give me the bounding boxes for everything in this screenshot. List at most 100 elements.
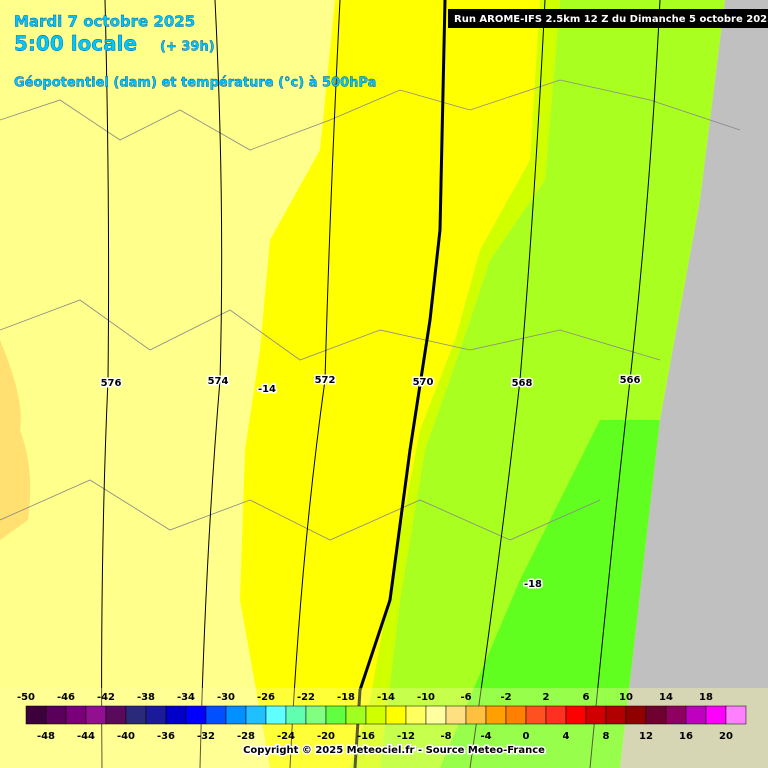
color-swatch bbox=[645, 705, 667, 725]
colorbar-label: -46 bbox=[57, 692, 75, 703]
isohypse bbox=[101, 0, 110, 768]
color-swatch bbox=[345, 705, 367, 725]
color-swatch bbox=[685, 705, 707, 725]
color-swatch bbox=[285, 705, 307, 725]
colorbar-label: -38 bbox=[137, 692, 155, 703]
isotherm bbox=[353, 0, 447, 768]
colorbar-label: -24 bbox=[277, 731, 295, 742]
colorbar-label: -10 bbox=[417, 692, 435, 703]
colorbar-label: 16 bbox=[679, 731, 693, 742]
color-swatch bbox=[465, 705, 487, 725]
colorbar-label: -20 bbox=[317, 731, 335, 742]
colorbar-label: -18 bbox=[337, 692, 355, 703]
contour-label: 570 bbox=[413, 377, 434, 388]
colorbar-label: 10 bbox=[619, 692, 633, 703]
colorbar: -50 -46 -42 -38 -34 -30 -26 -22 -18 -14 -10 -6 -2 2 6 1… bbox=[17, 692, 747, 742]
no-data-zone bbox=[620, 0, 768, 768]
color-swatch bbox=[245, 705, 267, 725]
color-swatch bbox=[105, 705, 127, 725]
color-swatch bbox=[305, 705, 327, 725]
colorbar-label: -44 bbox=[77, 731, 95, 742]
color-swatch bbox=[25, 705, 47, 725]
colorbar-label: 18 bbox=[699, 692, 713, 703]
color-swatch bbox=[165, 705, 187, 725]
color-swatch bbox=[605, 705, 627, 725]
colorbar-label: 12 bbox=[639, 731, 653, 742]
isohypse bbox=[289, 0, 341, 768]
color-swatch bbox=[405, 705, 427, 725]
time: 5:00 locale bbox=[14, 32, 137, 56]
color-swatch bbox=[65, 705, 87, 725]
colorbar-label: -2 bbox=[500, 692, 511, 703]
borders bbox=[0, 79, 741, 541]
colorbar-label: 6 bbox=[583, 692, 590, 703]
colorbar-label: -28 bbox=[237, 731, 255, 742]
colorbar-label: -16 bbox=[357, 731, 375, 742]
colorbar-label: -30 bbox=[217, 692, 235, 703]
bright-green-zone bbox=[440, 420, 660, 768]
colorbar-label: -14 bbox=[377, 692, 395, 703]
temperature-label: -14 bbox=[258, 384, 276, 395]
colorbar-label: -4 bbox=[480, 731, 491, 742]
lead-time: (+ 39h) bbox=[160, 40, 215, 55]
color-swatch bbox=[265, 705, 287, 725]
color-swatch bbox=[585, 705, 607, 725]
color-swatch bbox=[205, 705, 227, 725]
colorbar-label: -26 bbox=[257, 692, 275, 703]
color-swatch bbox=[665, 705, 687, 725]
color-swatch bbox=[145, 705, 167, 725]
copyright: Copyright © 2025 Meteociel.fr - Source M… bbox=[243, 745, 545, 756]
run-box bbox=[448, 9, 768, 28]
color-swatch bbox=[525, 705, 547, 725]
colorbar-label: -50 bbox=[17, 692, 35, 703]
color-swatch bbox=[425, 705, 447, 725]
run-info: Run AROME-IFS 2.5km 12 Z du Dimanche 5 o… bbox=[454, 14, 768, 25]
colorbar-label: -40 bbox=[117, 731, 135, 742]
color-swatch bbox=[705, 705, 727, 725]
contour-label: 576 bbox=[101, 378, 122, 389]
colorbar-label: 0 bbox=[523, 731, 530, 742]
color-swatch bbox=[505, 705, 527, 725]
color-swatch bbox=[325, 705, 347, 725]
colorbar-label: -36 bbox=[157, 731, 175, 742]
colorbar-label: -8 bbox=[440, 731, 451, 742]
color-swatch bbox=[185, 705, 207, 725]
colorbar-label: 4 bbox=[563, 731, 570, 742]
colorbar-label: -48 bbox=[37, 731, 55, 742]
color-swatch bbox=[45, 705, 67, 725]
color-swatch bbox=[85, 705, 107, 725]
colorbar-label: 14 bbox=[659, 692, 673, 703]
color-swatch bbox=[125, 705, 147, 725]
color-swatch bbox=[725, 705, 747, 725]
colorbar-label: 20 bbox=[719, 731, 733, 742]
colorbar-label: -22 bbox=[297, 692, 315, 703]
colorbar-label: -34 bbox=[177, 692, 195, 703]
colorbar-label: 8 bbox=[603, 731, 610, 742]
contour-label: 568 bbox=[512, 378, 533, 389]
date: Mardi 7 octobre 2025 bbox=[14, 13, 195, 31]
temperature-label: -18 bbox=[524, 579, 542, 590]
contour-label: 566 bbox=[620, 375, 641, 386]
colorbar-label: -42 bbox=[97, 692, 115, 703]
contour-label: 574 bbox=[208, 376, 229, 387]
color-swatch bbox=[225, 705, 247, 725]
lime-zone bbox=[350, 0, 560, 768]
isohypse bbox=[199, 0, 223, 768]
contour-label: 572 bbox=[315, 375, 336, 386]
color-swatch bbox=[385, 705, 407, 725]
color-swatch bbox=[485, 705, 507, 725]
color-swatch bbox=[445, 705, 467, 725]
isohypse bbox=[589, 0, 661, 768]
colorbar-label: 2 bbox=[543, 692, 550, 703]
yellow-zone bbox=[240, 0, 540, 768]
legend-area bbox=[0, 688, 768, 768]
color-swatch bbox=[565, 705, 587, 725]
colorbar-label: -12 bbox=[397, 731, 415, 742]
color-swatch bbox=[545, 705, 567, 725]
colorbar-label: -6 bbox=[460, 692, 471, 703]
color-swatch bbox=[625, 705, 647, 725]
warm-patch bbox=[0, 340, 31, 540]
colorbar-label: -32 bbox=[197, 731, 215, 742]
color-swatch bbox=[365, 705, 387, 725]
